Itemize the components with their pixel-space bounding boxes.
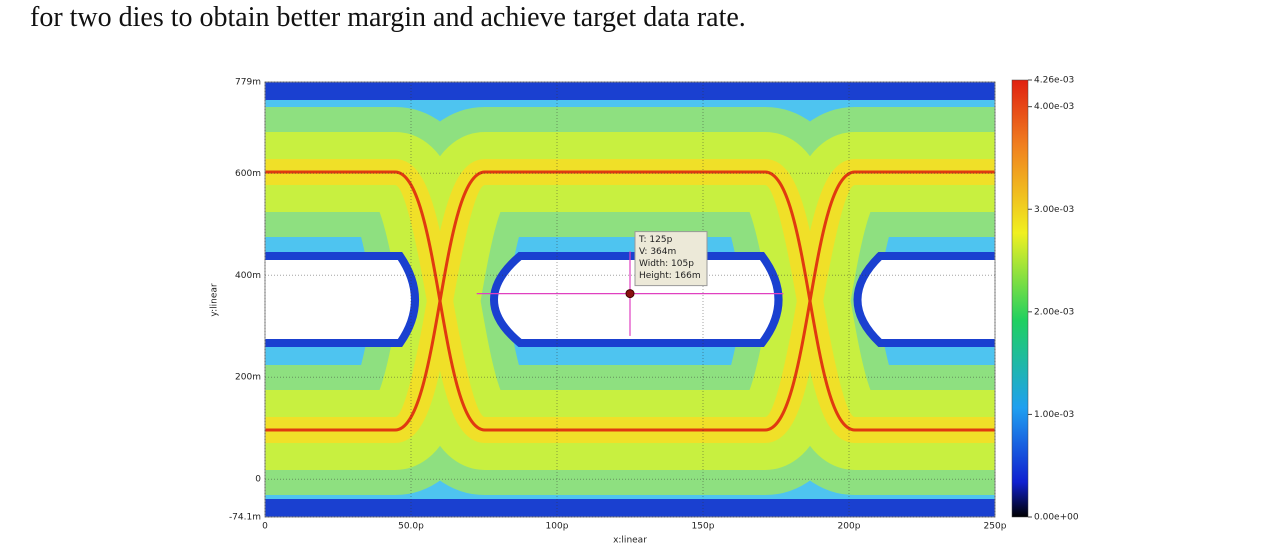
- y-tick-label: 600m: [235, 169, 261, 179]
- colorbar: [1011, 79, 1029, 518]
- colorbar-tick-label: 2.00e-03: [1034, 307, 1074, 317]
- x-tick-label: 100p: [546, 522, 569, 532]
- x-tick-label: 50.0p: [398, 522, 424, 532]
- y-axis-label: y:linear: [210, 283, 220, 316]
- x-tick-label: 0: [262, 522, 268, 532]
- cursor-tooltip-text: V: 364m: [639, 247, 676, 257]
- y-tick-label: -74.1m: [229, 513, 261, 523]
- cursor-point: [625, 289, 635, 299]
- cursor-tooltip-text: Height: 166m: [639, 271, 701, 281]
- x-tick-label: 250p: [984, 522, 1007, 532]
- colorbar-tick-label: 3.00e-03: [1034, 205, 1074, 215]
- y-tick-label: 400m: [235, 271, 261, 281]
- x-tick-label: 200p: [838, 522, 861, 532]
- body-text: for two dies to obtain better margin and…: [30, 2, 746, 33]
- y-tick-label: 779m: [235, 78, 261, 88]
- eye-plot: [265, 82, 995, 517]
- x-axis-label: x:linear: [613, 536, 647, 545]
- cursor-tooltip-text: Width: 105p: [639, 259, 694, 269]
- x-tick-label: 150p: [692, 522, 715, 532]
- plot-frame: [264, 81, 996, 518]
- colorbar-tick-label: 4.00e-03: [1034, 102, 1074, 112]
- cursor-tooltip: [634, 231, 708, 287]
- colorbar-tick-label: 1.00e-03: [1034, 410, 1074, 420]
- cursor-tooltip-text: T: 125p: [638, 235, 673, 245]
- colorbar-tick-label: 4.26e-03: [1034, 76, 1074, 86]
- y-tick-label: 0: [255, 475, 261, 485]
- y-tick-label: 200m: [235, 373, 261, 383]
- colorbar-tick-label: 0.00e+00: [1034, 513, 1079, 523]
